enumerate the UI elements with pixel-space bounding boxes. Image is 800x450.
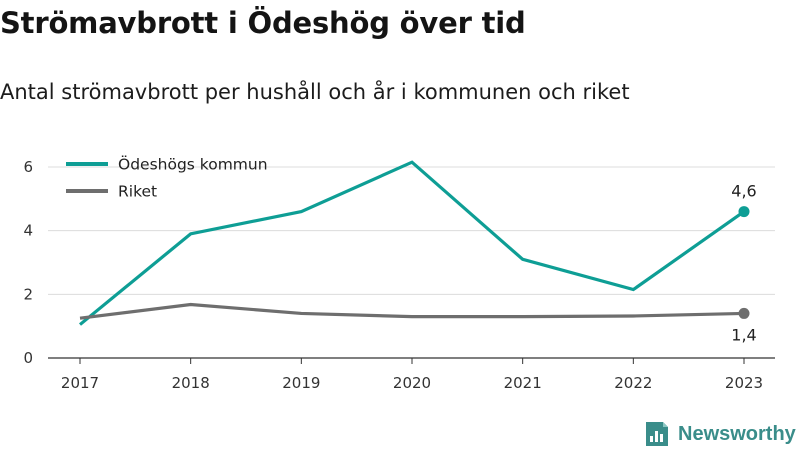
end-marker-odeshog <box>738 206 750 218</box>
data-labels: 4,6 1,4 <box>731 182 756 345</box>
x-tick-label-2018: 2018 <box>172 374 210 392</box>
chart-title: Strömavbrott i Ödeshög över tid <box>0 6 526 40</box>
x-tick-label-2017: 2017 <box>61 374 99 392</box>
series-lines <box>78 160 750 326</box>
y-tick-label-4: 4 <box>23 222 33 240</box>
end-marker-riket <box>738 307 750 319</box>
x-tick-label-2023: 2023 <box>725 374 763 392</box>
legend-label-riket: Riket <box>118 183 157 201</box>
x-tick-label-2022: 2022 <box>614 374 652 392</box>
newsworthy-brand: Newsworthy <box>644 420 796 448</box>
end-label-riket: 1,4 <box>731 325 756 344</box>
end-label-odeshog: 4,6 <box>731 182 756 201</box>
x-tick-label-2021: 2021 <box>504 374 542 392</box>
x-tick-label-2020: 2020 <box>393 374 431 392</box>
bar-chart-doc-icon <box>646 422 668 446</box>
axes: 0 2 4 6 2017 2018 2019 2020 2021 2022 2023 <box>23 158 775 392</box>
y-tick-label-6: 6 <box>23 158 33 176</box>
series-line-odeshog <box>78 160 745 326</box>
gridlines <box>48 166 775 295</box>
legend: Ödeshögs kommun Riket <box>66 155 268 201</box>
brand-name: Newsworthy <box>678 422 796 445</box>
chart-subtitle: Antal strömavbrott per hushåll och år i … <box>0 80 630 104</box>
series-line-riket <box>79 302 745 320</box>
y-tick-label-2: 2 <box>23 285 33 303</box>
x-tick-label-2019: 2019 <box>282 374 320 392</box>
y-tick-label-0: 0 <box>23 349 33 367</box>
legend-label-odeshog: Ödeshögs kommun <box>118 155 268 174</box>
